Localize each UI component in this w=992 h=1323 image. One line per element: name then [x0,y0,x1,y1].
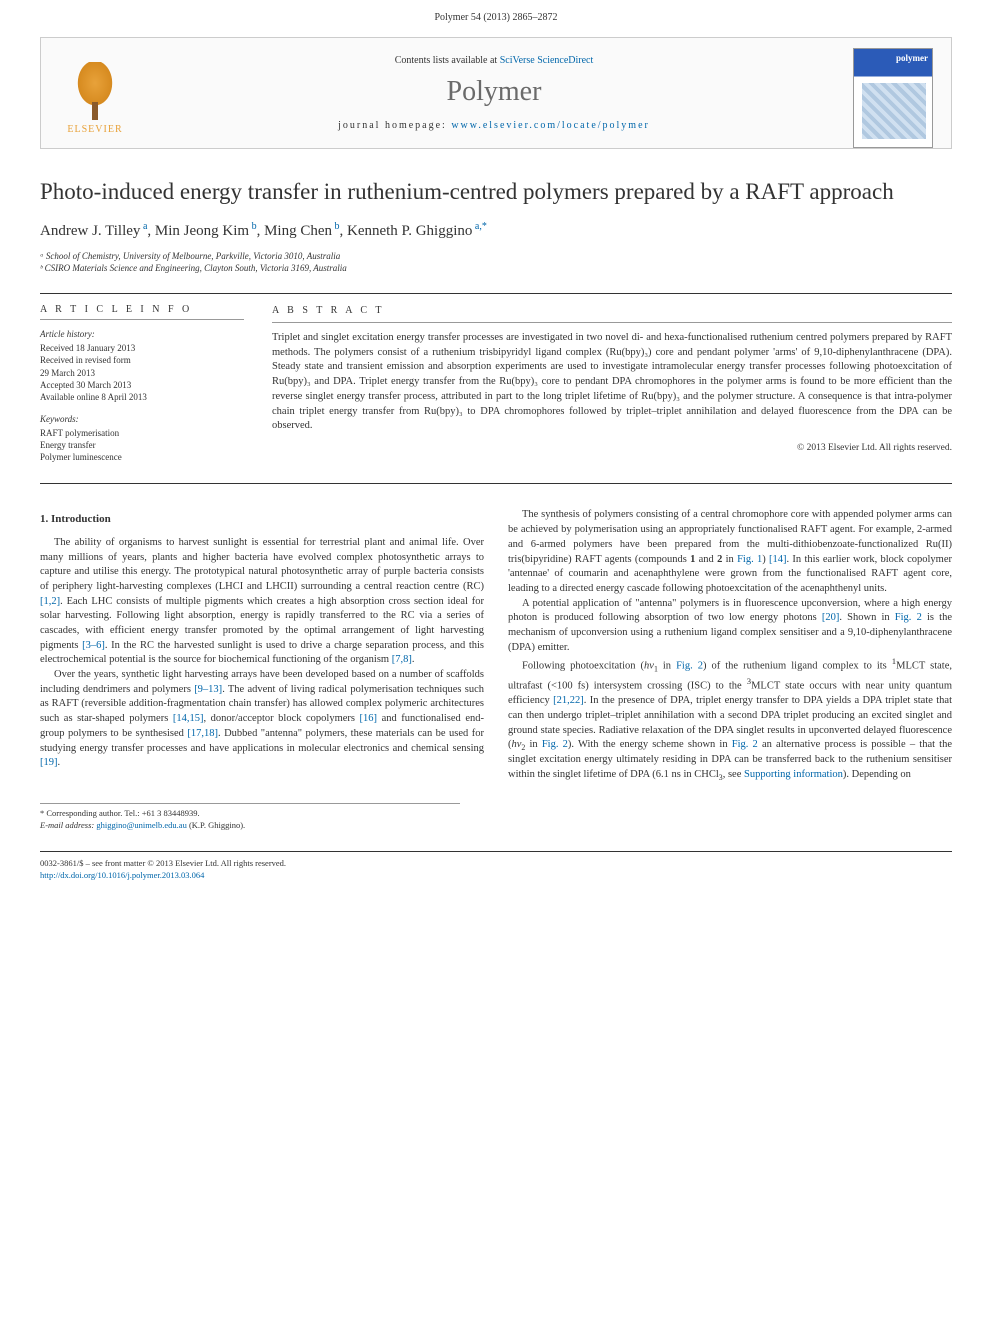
cover-title: polymer [896,53,928,63]
fig-link[interactable]: Fig. 2 [895,612,922,623]
journal-homepage-link[interactable]: www.elsevier.com/locate/polymer [451,120,650,131]
author-3[interactable]: Ming Chen [264,223,332,239]
cover-image-icon [862,83,926,139]
journal-cover-thumb[interactable]: polymer [853,48,933,148]
section-1-heading: 1. Introduction [40,512,484,527]
author-1[interactable]: Andrew J. Tilley [40,223,140,239]
page-footer: 0032-3861/$ – see front matter © 2013 El… [40,851,952,881]
history-line: Accepted 30 March 2013 [40,379,244,391]
ref-link[interactable]: [7,8] [392,654,412,665]
corr-name: (K.P. Ghiggino). [187,820,245,830]
fig-link[interactable]: Fig. 2 [542,739,568,750]
affil-marker: b [249,221,257,232]
body-paragraph: Over the years, synthetic light harvesti… [40,668,484,771]
history-line: Received 18 January 2013 [40,342,244,354]
history-line: Received in revised form [40,354,244,366]
corr-tel: * Corresponding author. Tel.: +61 3 8344… [40,808,460,819]
article-body: 1. Introduction The ability of organisms… [40,508,952,783]
running-header: Polymer 54 (2013) 2865–2872 [0,0,992,29]
keywords-label: Keywords: [40,413,244,425]
elsevier-tree-icon [65,62,125,122]
keyword: Polymer luminescence [40,451,244,463]
ref-link[interactable]: [9–13] [194,684,222,695]
abstract-heading: A B S T R A C T [272,304,952,323]
journal-name: Polymer [135,76,853,108]
fig-link[interactable]: Fig. 2 [676,661,703,672]
si-link[interactable]: Supporting information [744,769,843,780]
email-label: E-mail address: [40,820,96,830]
elsevier-logo[interactable]: ELSEVIER [55,53,135,143]
abstract-copyright: © 2013 Elsevier Ltd. All rights reserved… [272,442,952,455]
author-4[interactable]: Kenneth P. Ghiggino [347,223,472,239]
corr-email-link[interactable]: ghiggino@unimelb.edu.au [96,820,186,830]
ref-link[interactable]: [21,22] [553,695,584,706]
fig-link[interactable]: Fig. 2 [732,739,758,750]
contents-lists-line: Contents lists available at SciVerse Sci… [135,55,853,66]
body-paragraph: The ability of organisms to harvest sunl… [40,536,484,668]
keyword: RAFT polymerisation [40,427,244,439]
history-label: Article history: [40,328,244,340]
issn-line: 0032-3861/$ – see front matter © 2013 El… [40,858,480,869]
body-paragraph: Following photoexcitation (hν1 in Fig. 2… [508,655,952,783]
ref-link[interactable]: [14,15] [173,713,204,724]
article-info-panel: A R T I C L E I N F O Article history: R… [40,294,258,483]
history-line: 29 March 2013 [40,367,244,379]
abstract-panel: A B S T R A C T Triplet and singlet exci… [258,294,952,483]
affil-marker: a, [472,221,481,232]
ref-link[interactable]: [3–6] [82,640,105,651]
corr-marker[interactable]: * [482,221,487,232]
affiliation-b: ᵇ CSIRO Materials Science and Engineerin… [40,262,952,275]
ref-link[interactable]: [19] [40,757,58,768]
article-title: Photo-induced energy transfer in rutheni… [40,177,952,207]
journal-masthead: ELSEVIER Contents lists available at Sci… [40,37,952,149]
journal-homepage-line: journal homepage: www.elsevier.com/locat… [135,120,853,141]
ref-link[interactable]: [17,18] [187,728,218,739]
ref-link[interactable]: [14] [769,554,787,565]
affiliations: ᵃ School of Chemistry, University of Mel… [40,250,952,275]
sciencedirect-link[interactable]: SciVerse ScienceDirect [500,55,594,66]
body-paragraph: A potential application of "antenna" pol… [508,597,952,656]
affil-marker: a [140,221,147,232]
affil-marker: b [332,221,340,232]
doi-link[interactable]: http://dx.doi.org/10.1016/j.polymer.2013… [40,870,204,880]
citation-link[interactable]: Polymer 54 (2013) 2865–2872 [434,12,557,23]
history-line: Available online 8 April 2013 [40,391,244,403]
body-paragraph: The synthesis of polymers consisting of … [508,508,952,596]
keyword: Energy transfer [40,439,244,451]
fig-link[interactable]: Fig. 1 [737,554,762,565]
ref-link[interactable]: [16] [360,713,378,724]
ref-link[interactable]: [1,2] [40,596,60,607]
abstract-text: Triplet and singlet excitation energy tr… [272,331,952,434]
corresponding-author-note: * Corresponding author. Tel.: +61 3 8344… [40,803,460,831]
elsevier-wordmark: ELSEVIER [67,124,122,135]
ref-link[interactable]: [20] [822,612,840,623]
authors-line: Andrew J. Tilley a, Min Jeong Kim b, Min… [40,221,952,240]
affiliation-a: ᵃ School of Chemistry, University of Mel… [40,250,952,263]
article-info-heading: A R T I C L E I N F O [40,304,244,320]
author-2[interactable]: Min Jeong Kim [155,223,249,239]
